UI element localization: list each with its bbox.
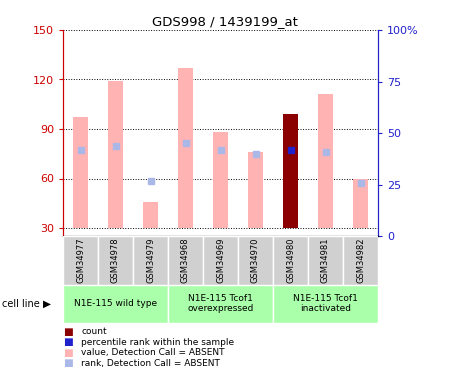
Text: GSM34969: GSM34969 — [216, 238, 225, 283]
Bar — [98, 236, 133, 285]
Bar — [308, 236, 343, 285]
Text: GSM34982: GSM34982 — [356, 238, 365, 283]
Text: GSM34977: GSM34977 — [76, 238, 85, 284]
Text: cell line: cell line — [2, 299, 40, 309]
Bar — [238, 236, 273, 285]
Text: ▶: ▶ — [43, 299, 51, 309]
Text: N1E-115 Tcof1
overexpressed: N1E-115 Tcof1 overexpressed — [187, 294, 254, 314]
Bar — [63, 236, 98, 285]
Text: rank, Detection Call = ABSENT: rank, Detection Call = ABSENT — [81, 359, 220, 368]
Bar — [203, 236, 238, 285]
Bar — [63, 285, 168, 322]
Bar — [178, 68, 194, 228]
Text: ■: ■ — [63, 327, 73, 337]
Text: GDS998 / 1439199_at: GDS998 / 1439199_at — [152, 15, 298, 28]
Text: ■: ■ — [63, 348, 73, 358]
Text: GSM34968: GSM34968 — [181, 238, 190, 284]
Bar — [143, 202, 158, 228]
Bar — [168, 236, 203, 285]
Text: N1E-115 wild type: N1E-115 wild type — [74, 299, 157, 308]
Text: GSM34979: GSM34979 — [146, 238, 155, 283]
Text: GSM34978: GSM34978 — [111, 238, 120, 284]
Bar — [353, 178, 369, 228]
Bar — [108, 81, 123, 228]
Text: value, Detection Call = ABSENT: value, Detection Call = ABSENT — [81, 348, 225, 357]
Bar — [318, 94, 333, 228]
Bar — [283, 114, 298, 228]
Text: count: count — [81, 327, 107, 336]
Bar — [343, 236, 378, 285]
Text: GSM34970: GSM34970 — [251, 238, 260, 283]
Text: percentile rank within the sample: percentile rank within the sample — [81, 338, 234, 347]
Text: ■: ■ — [63, 358, 73, 368]
Bar — [72, 117, 88, 228]
Bar — [248, 152, 263, 228]
Bar — [168, 285, 273, 322]
Bar — [273, 285, 378, 322]
Text: GSM34981: GSM34981 — [321, 238, 330, 283]
Text: ■: ■ — [63, 338, 73, 347]
Bar — [273, 236, 308, 285]
Bar — [133, 236, 168, 285]
Text: GSM34980: GSM34980 — [286, 238, 295, 283]
Bar — [212, 132, 228, 228]
Text: N1E-115 Tcof1
inactivated: N1E-115 Tcof1 inactivated — [293, 294, 358, 314]
